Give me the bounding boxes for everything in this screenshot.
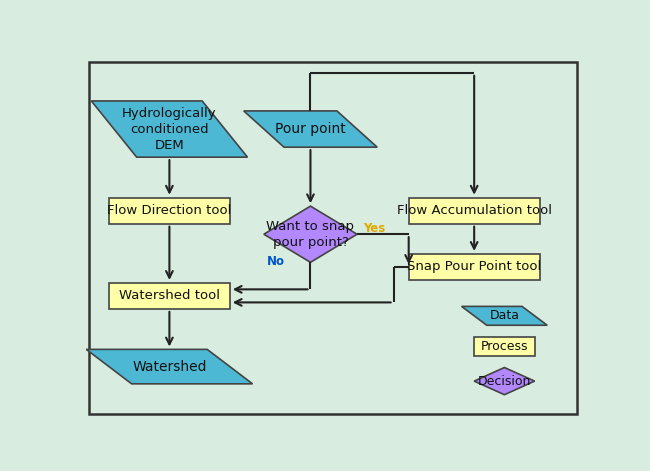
Text: Data: Data: [489, 309, 519, 322]
Polygon shape: [86, 349, 252, 384]
Polygon shape: [264, 206, 357, 262]
Bar: [474, 337, 534, 356]
Text: Flow Direction tool: Flow Direction tool: [107, 204, 231, 217]
Text: Decision: Decision: [478, 374, 531, 388]
Text: Hydrologically
conditioned
DEM: Hydrologically conditioned DEM: [122, 106, 216, 152]
Bar: [109, 198, 230, 224]
Polygon shape: [91, 101, 248, 157]
Text: Process: Process: [480, 340, 528, 353]
Bar: [109, 283, 230, 309]
Bar: [409, 198, 540, 224]
Text: Pour point: Pour point: [275, 122, 346, 136]
Text: No: No: [266, 255, 285, 268]
Text: Watershed: Watershed: [132, 359, 207, 374]
Text: Flow Accumulation tool: Flow Accumulation tool: [396, 204, 552, 217]
Polygon shape: [244, 111, 377, 147]
Polygon shape: [474, 367, 534, 395]
Polygon shape: [462, 307, 547, 325]
Bar: [409, 254, 540, 280]
Text: Want to snap
pour point?: Want to snap pour point?: [266, 220, 354, 249]
Text: Yes: Yes: [363, 221, 385, 235]
Text: Snap Pour Point tool: Snap Pour Point tool: [407, 260, 541, 273]
Text: Watershed tool: Watershed tool: [119, 289, 220, 302]
